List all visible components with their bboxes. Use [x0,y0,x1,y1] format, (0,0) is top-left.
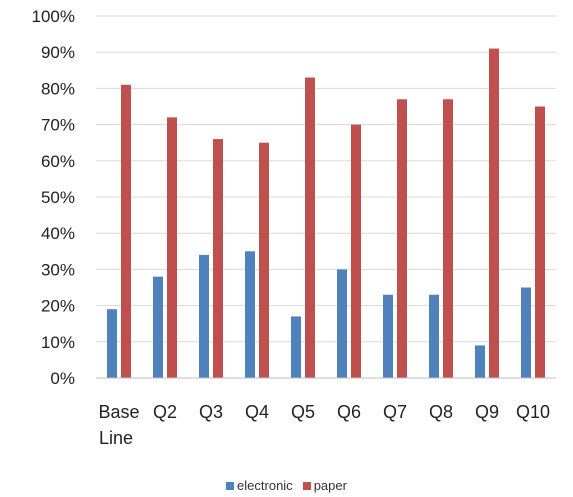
y-axis-ticks: 0% 10% 20% 30% 40% 50% 60% 70% 80% 90% 100% [32,7,75,388]
bar-electronic [245,251,255,378]
x-tick-label: Q6 [337,402,361,422]
x-tick-label: Q5 [291,402,315,422]
bar-electronic [429,294,439,378]
bar-electronic [199,254,209,378]
y-tick-label: 20% [41,297,75,316]
x-tick-label: Q3 [199,402,223,422]
y-tick-label: 30% [41,260,75,279]
x-tick-label: Q10 [516,402,550,422]
y-tick-label: 50% [41,188,75,207]
bar-electronic [475,345,485,378]
x-tick-label: Q7 [383,402,407,422]
y-tick-label: 0% [50,369,75,388]
y-tick-label: 10% [41,333,75,352]
legend: electronic paper [0,478,573,493]
bar-paper [121,84,131,378]
x-axis-labels: Base Line Q2 Q3 Q4 Q5 Q6 Q7 Q8 Q9 Q10 [98,402,550,448]
bars [107,48,545,379]
bar-paper [489,48,499,379]
gridlines [96,15,556,379]
bar-paper [305,77,315,378]
x-tick-label: Q8 [429,402,453,422]
bar-paper [443,99,453,378]
bar-electronic [337,269,347,378]
x-tick-label: Base [98,402,139,422]
bar-electronic [383,294,393,378]
y-tick-label: 90% [41,43,75,62]
bar-paper [167,117,177,379]
y-tick-label: 40% [41,224,75,243]
legend-swatch-paper [302,481,311,490]
x-tick-label: Q9 [475,402,499,422]
x-tick-label: Q4 [245,402,269,422]
bar-electronic [291,316,301,378]
bar-electronic [153,276,163,378]
bar-paper [259,142,269,378]
y-tick-label: 100% [32,7,75,26]
x-tick-label: Q2 [153,402,177,422]
legend-item-paper: paper [302,478,347,493]
legend-label-paper: paper [313,478,347,493]
legend-item-electronic: electronic [226,478,293,493]
bar-paper [351,124,361,378]
bar-chart: 0% 10% 20% 30% 40% 50% 60% 70% 80% 90% 100% Base Li… [32,7,556,448]
bar-paper [213,139,223,378]
y-tick-label: 80% [41,79,75,98]
x-tick-label: Line [99,428,133,448]
bar-electronic [107,309,117,378]
legend-label-electronic: electronic [237,478,293,493]
y-tick-label: 60% [41,152,75,171]
bar-electronic [521,287,531,378]
bar-paper [397,99,407,378]
legend-swatch-electronic [226,481,235,490]
bar-paper [535,106,545,378]
y-tick-label: 70% [41,116,75,135]
